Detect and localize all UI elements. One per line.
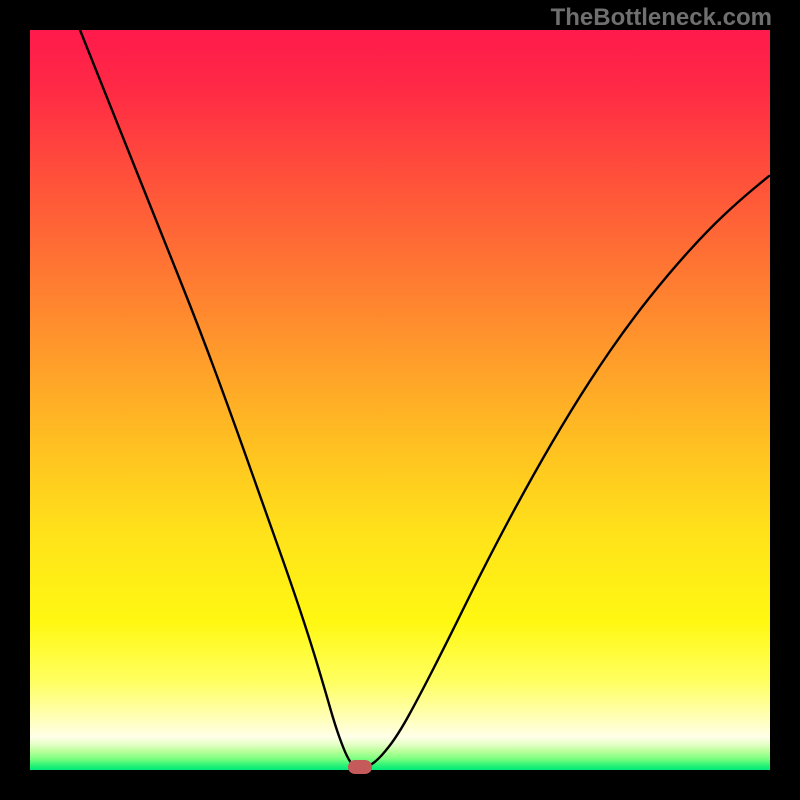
bottleneck-curve — [0, 0, 800, 800]
chart-frame: TheBottleneck.com — [0, 0, 800, 800]
curve-path — [80, 30, 769, 768]
watermark-text: TheBottleneck.com — [551, 4, 772, 32]
optimum-marker — [348, 760, 372, 774]
